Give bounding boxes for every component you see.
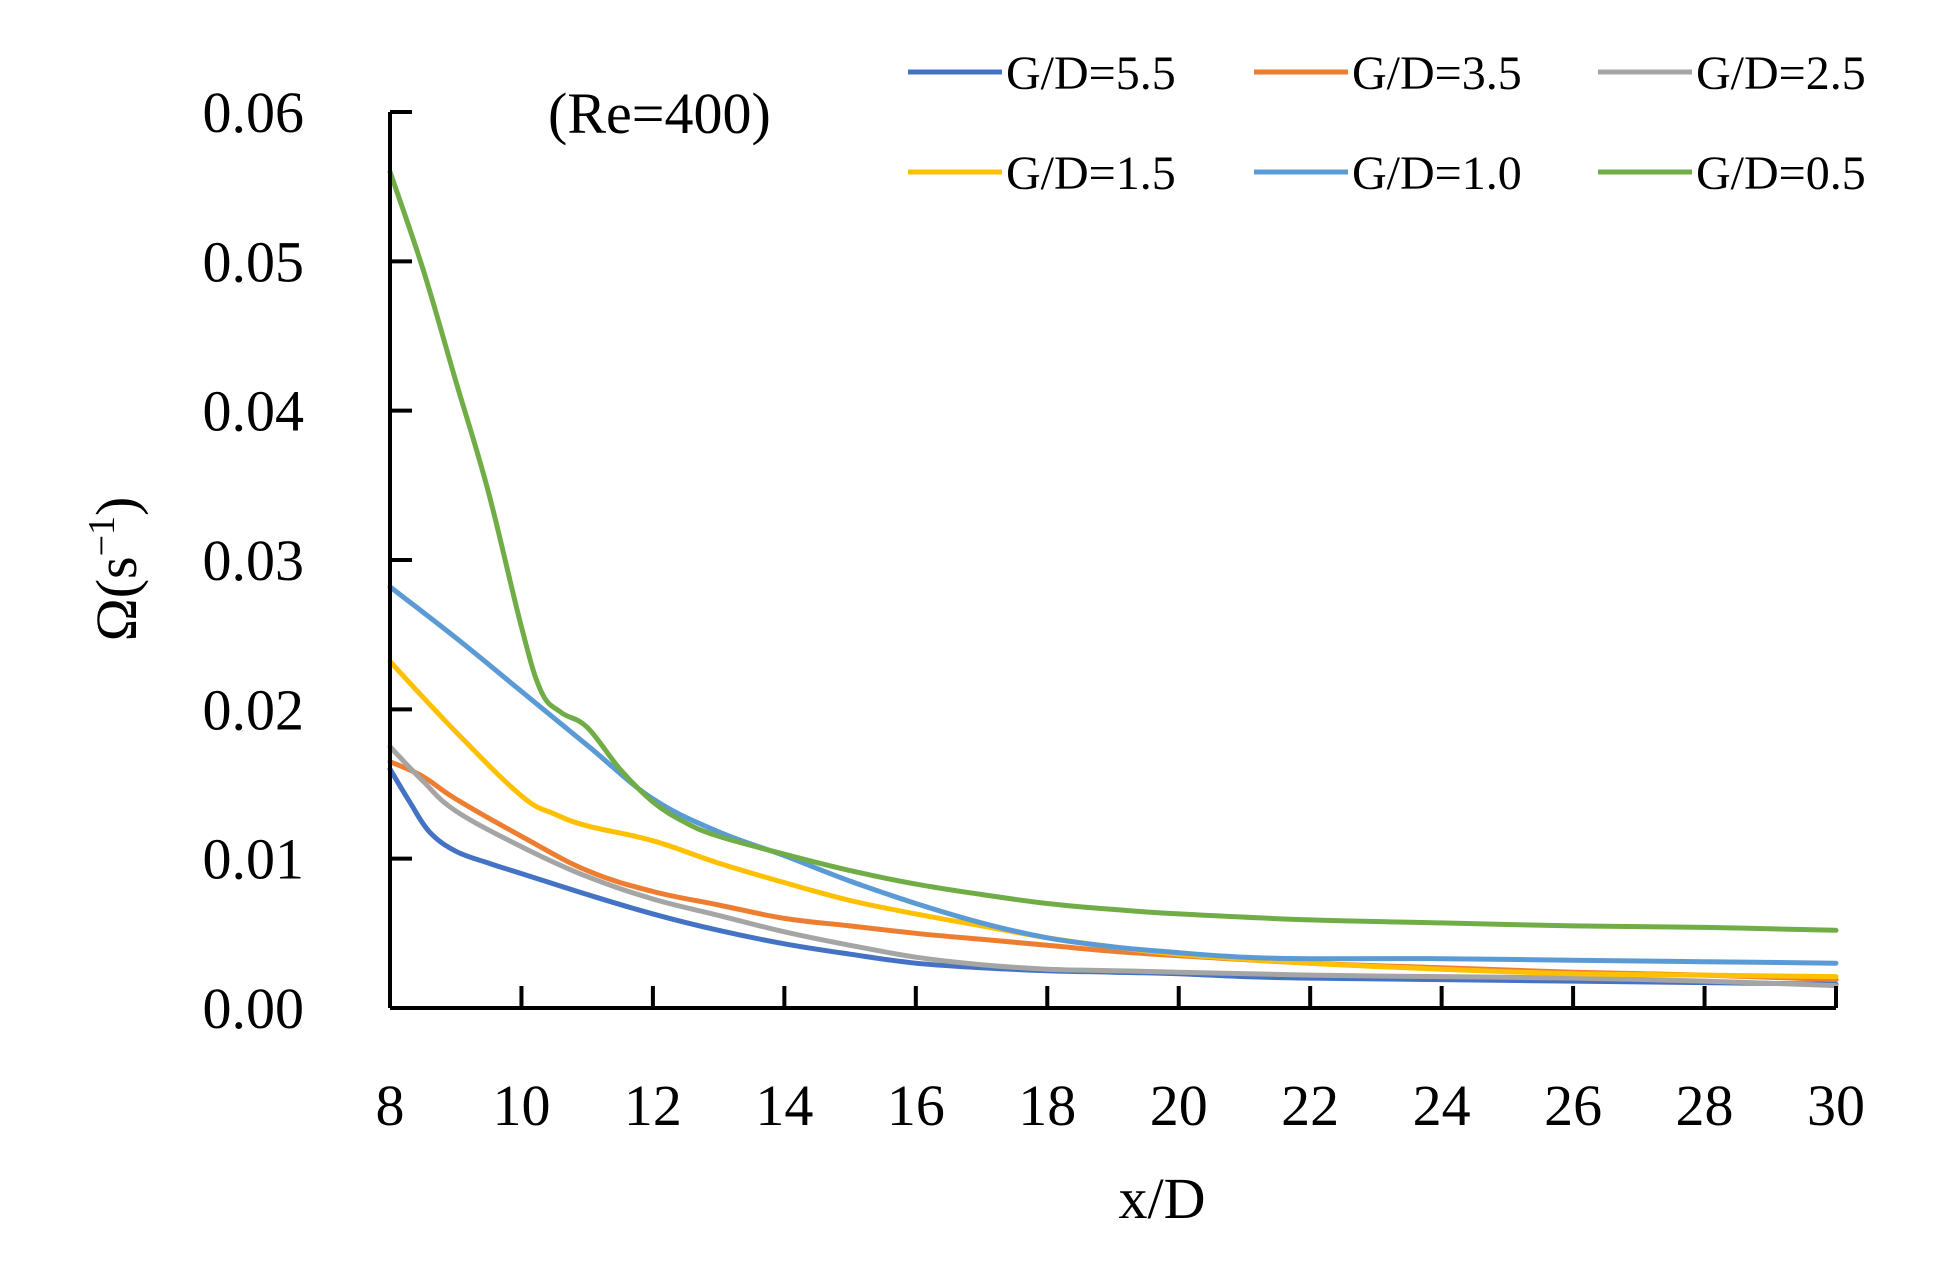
x-tick-label: 8 [376,1073,405,1138]
y-tick-label: 0.03 [203,528,305,593]
y-tick-label: 0.05 [203,229,305,294]
y-tick-label: 0.02 [203,677,305,742]
y-tick-label: 0.04 [203,379,305,444]
legend-label: G/D=0.5 [1696,147,1866,200]
x-tick-label: 10 [492,1073,550,1138]
y-axis-title-main: Ω(s [84,556,149,641]
series-line-g-d-0-5 [387,169,1839,933]
x-tick-label: 12 [624,1073,682,1138]
x-tick-label: 26 [1544,1073,1602,1138]
series-line-g-d-1-5 [387,659,1839,980]
y-axis-title: Ω(s−1) [81,497,149,642]
x-tick-label: 30 [1807,1073,1865,1138]
x-axis-title: x/D [1119,1166,1206,1231]
x-tick-label: 16 [887,1073,945,1138]
legend: G/D=5.5 G/D=3.5 G/D=2.5 G/D=1.5 G/D=1.0 G/D=0… [908,47,1866,200]
y-tick-label: 0.06 [203,80,305,145]
x-tick-label: 24 [1413,1073,1471,1138]
chart-annotation: (Re=400) [548,81,771,146]
y-tick-label: 0.00 [203,976,305,1041]
legend-label: G/D=2.5 [1696,47,1866,100]
legend-label: G/D=1.0 [1352,147,1522,200]
x-tick-label: 14 [755,1073,813,1138]
series-group [387,169,1839,989]
series-line-g-d-1-0 [387,584,1839,966]
axes [388,110,1838,1010]
x-tick-label: 20 [1150,1073,1208,1138]
y-axis-title-close: ) [84,497,149,516]
legend-label: G/D=5.5 [1006,47,1176,100]
series-line-g-d-2-5 [387,744,1839,989]
x-tick-label: 18 [1018,1073,1076,1138]
y-tick-label: 0.01 [203,827,305,892]
tick-labels: 0.00 0.01 0.02 0.03 0.04 0.05 0.06 8 10 12 14 16 18 2… [203,80,1866,1138]
series-line-g-d-5-5 [387,766,1839,987]
x-tick-label: 28 [1676,1073,1734,1138]
x-tick-label: 22 [1281,1073,1339,1138]
y-axis-title-sup: −1 [81,516,123,556]
legend-label: G/D=1.5 [1006,147,1176,200]
legend-label: G/D=3.5 [1352,47,1522,100]
